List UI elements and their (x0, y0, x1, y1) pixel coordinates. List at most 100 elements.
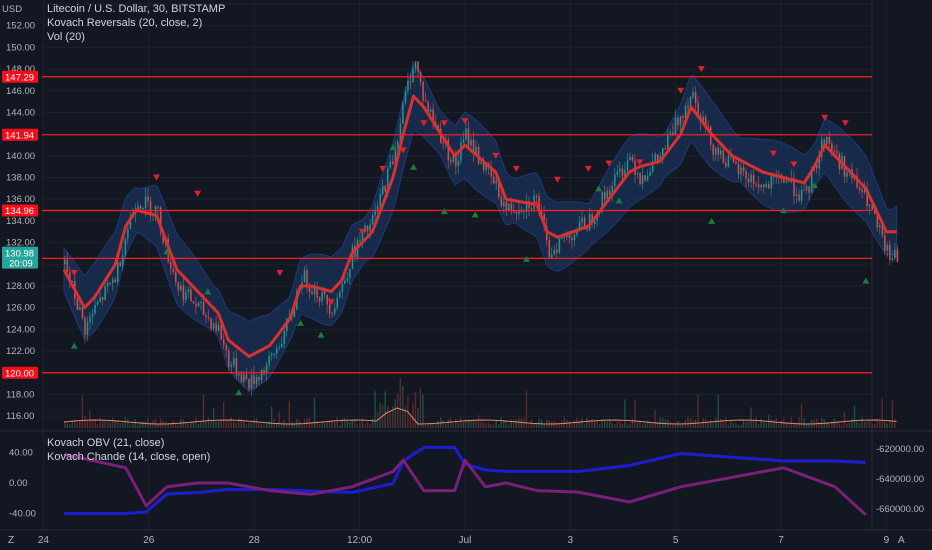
volume-bar (91, 420, 94, 428)
volume-bar (808, 422, 810, 428)
candle-body (240, 374, 243, 382)
price-tick-label: 122.00 (6, 346, 35, 357)
volume-bar (321, 423, 323, 428)
candle-body (747, 178, 750, 183)
volume-bar (712, 422, 714, 428)
volume-bar (598, 423, 601, 428)
volume-bar (513, 419, 515, 428)
candle-body (609, 190, 611, 195)
volume-bar (578, 420, 581, 428)
candle-body (394, 148, 397, 165)
volume-bar (333, 422, 336, 428)
candle-body (629, 156, 631, 161)
corner-left-label[interactable]: Z (8, 535, 14, 546)
volume-bar (508, 424, 510, 428)
volume-bar (263, 424, 265, 428)
candle-body (508, 203, 510, 211)
volume-bar (89, 410, 91, 428)
indicator-label-kovach-chande[interactable]: Kovach Chande (14, close, open) (47, 451, 211, 463)
candle-body (465, 128, 467, 140)
candle-body (884, 235, 886, 251)
candle-body (450, 160, 452, 162)
volume-bar (132, 423, 134, 428)
candle-body (697, 102, 699, 116)
candle-body (611, 185, 614, 195)
volume-bar (609, 420, 611, 428)
volume-bar (533, 423, 535, 428)
time-axis[interactable]: 24 26 28 12:00 Jul 3 5 7 9 (38, 535, 890, 546)
candle-body (662, 148, 664, 156)
candle-body (64, 259, 66, 265)
candle-body (460, 142, 462, 161)
candle-body (245, 374, 248, 380)
time-tick-label: 24 (38, 535, 50, 546)
volume-bar (432, 424, 434, 428)
volume-bar (518, 417, 520, 428)
candle-body (293, 309, 296, 317)
candle-body (480, 162, 482, 164)
candle-body (636, 173, 639, 175)
price-tags: 147.29141.94134.96130.55120.00130.9820:0… (2, 70, 38, 379)
candle-body (207, 317, 210, 319)
volume-bar (709, 420, 712, 428)
volume-bar (581, 418, 583, 428)
candle-body (540, 211, 543, 215)
candle-body (462, 139, 465, 143)
level-tag-bg (2, 204, 38, 217)
candle-body (278, 347, 281, 349)
chande-line (63, 452, 867, 517)
volume-bar (490, 424, 492, 428)
volume-bar (238, 417, 240, 428)
candle-body (91, 313, 94, 317)
volume-bar (240, 418, 243, 428)
volume-bar (692, 420, 694, 428)
candle-body (66, 259, 69, 272)
volume-bar (752, 420, 755, 428)
volume-bar (568, 421, 571, 428)
volume-bar (669, 422, 671, 428)
candle-body (654, 154, 657, 162)
volume-bar (672, 424, 674, 428)
candle-body (215, 323, 217, 331)
price-tick-label: 146.00 (6, 86, 35, 97)
corner-right-label[interactable]: A (898, 535, 905, 546)
candle-body (520, 210, 523, 213)
volume-bar (707, 423, 709, 428)
candle-body (263, 369, 265, 373)
horizontal-levels (42, 76, 872, 374)
indicator-label-volume[interactable]: Vol (20) (47, 31, 85, 43)
volume-bar (644, 423, 646, 428)
volume-bar (84, 415, 86, 428)
volume-bar (505, 420, 507, 428)
volume-bar (341, 418, 343, 428)
candle-body (702, 116, 704, 123)
candle-body (104, 286, 106, 301)
indicator-label-kovach-obv[interactable]: Kovach OBV (21, close) (47, 437, 165, 449)
volume-bar (233, 421, 235, 428)
symbol-title[interactable]: Litecoin / U.S. Dollar, 30, BITSTAMP (47, 3, 226, 15)
candle-body (210, 318, 212, 329)
volume-bar (344, 417, 346, 428)
volume-bar (543, 423, 545, 428)
volume-bar (419, 388, 422, 428)
candle-body (333, 308, 336, 314)
indicator-label-kovach-reversals[interactable]: Kovach Reversals (20, close, 2) (47, 17, 203, 29)
candle-body (682, 116, 684, 119)
volume-bar (699, 424, 702, 428)
candle-body (614, 174, 616, 186)
reversal-marker-down (194, 190, 202, 197)
price-candles (64, 61, 899, 396)
candle-body (515, 211, 518, 214)
last-price-tag-bg (2, 246, 38, 269)
currency-label: USD (2, 4, 22, 15)
volume-bar (369, 424, 371, 428)
candle-body (255, 377, 258, 385)
time-tick-label: Jul (459, 535, 472, 546)
volume-bar (561, 420, 563, 428)
volume-bar (624, 399, 626, 428)
candle-body (576, 230, 578, 235)
volume-bar (891, 400, 894, 428)
candle-body (720, 150, 722, 155)
candle-body (727, 155, 730, 167)
